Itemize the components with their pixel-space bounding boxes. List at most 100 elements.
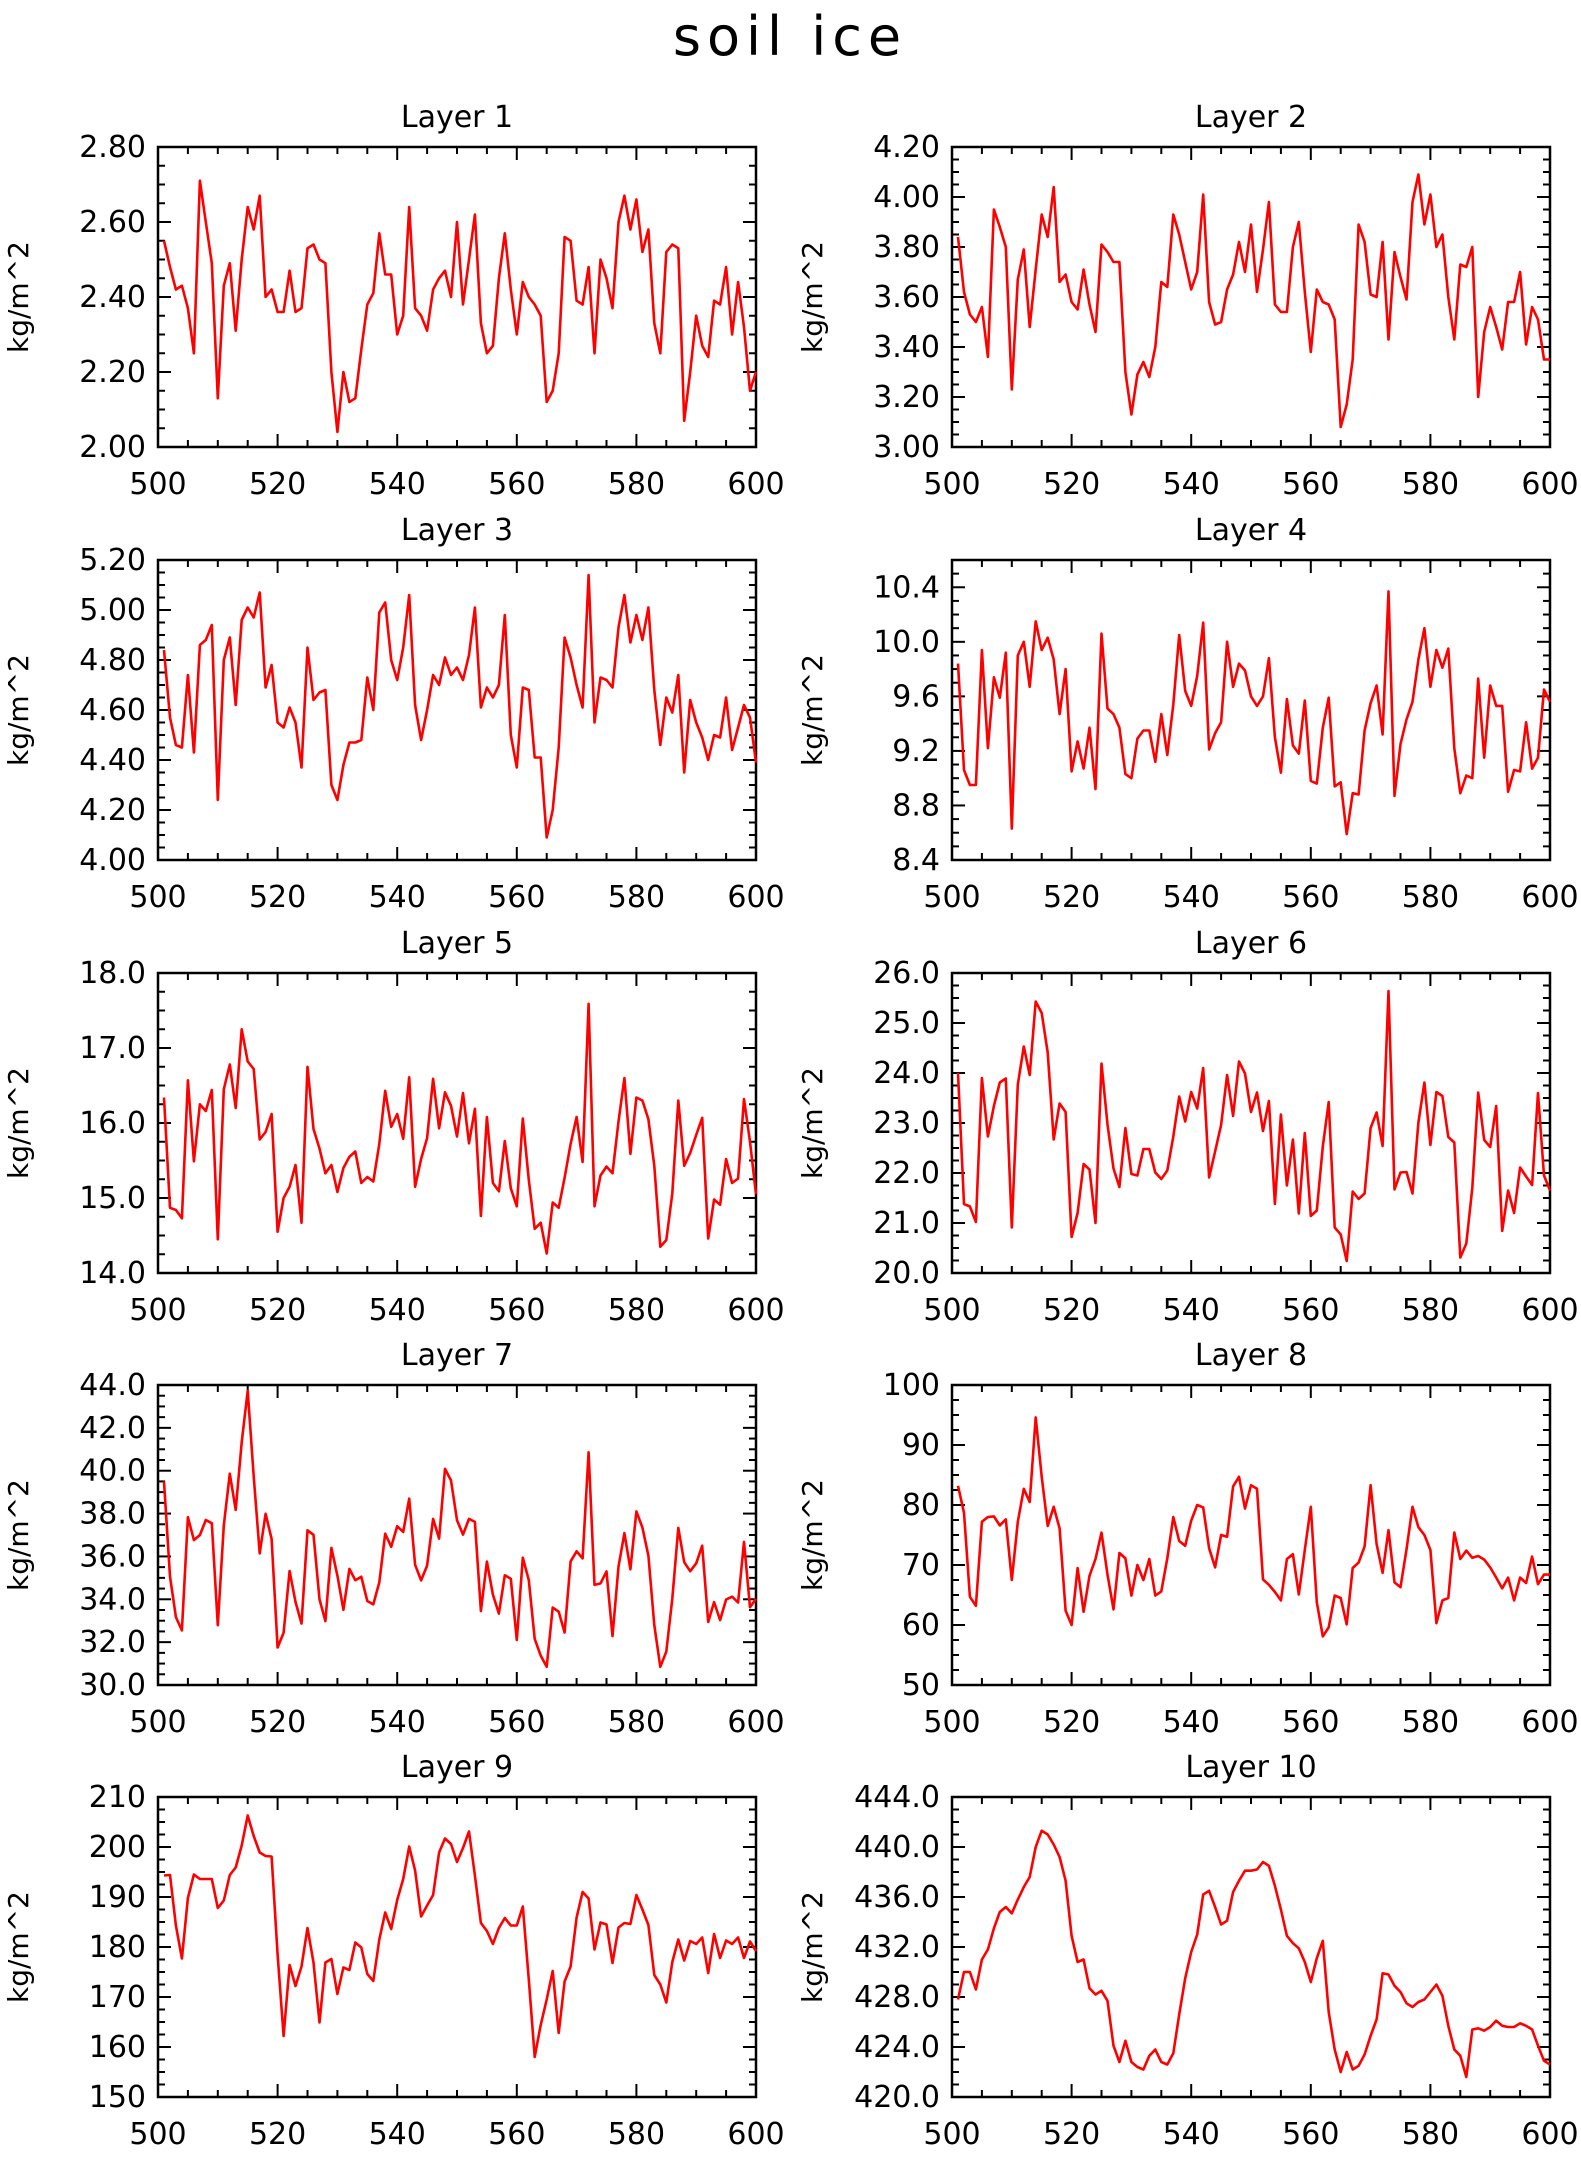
chart-panel-5: Layer 5 kg/m^2 500 520 540 560 580 600 14.0 15.0 1… xyxy=(2,926,785,1328)
x-tick-label: 580 xyxy=(1402,880,1459,915)
series-line xyxy=(956,590,1552,836)
y-tick-label: 10.4 xyxy=(873,570,940,605)
x-tick-label: 540 xyxy=(369,2117,426,2152)
plot-frame xyxy=(950,1383,1552,1687)
panels-group: Layer 1 kg/m^2 500 520 540 560 580 600 2.00 2.20 2… xyxy=(2,100,1579,2152)
series-line xyxy=(956,1829,1551,2079)
y-tick-label: 15.0 xyxy=(79,1181,146,1216)
y-tick-label: 190 xyxy=(89,1880,146,1915)
y-tick-label: 150 xyxy=(89,2080,146,2115)
x-tick-label: 600 xyxy=(1521,1293,1578,1328)
y-tick-label: 5.20 xyxy=(79,543,146,578)
x-tick-label: 540 xyxy=(1163,1705,1220,1740)
panel-title: Layer 10 xyxy=(1185,1750,1316,1785)
x-tick-label: 500 xyxy=(129,1293,186,1328)
y-tick-label: 24.0 xyxy=(873,1056,940,1091)
series-line xyxy=(956,989,1552,1263)
x-tick-label: 600 xyxy=(1521,880,1578,915)
plot-frame xyxy=(950,971,1552,1275)
y-tick-label: 428.0 xyxy=(854,1980,940,2015)
y-tick-label: 3.80 xyxy=(873,230,940,265)
y-tick-label: 4.40 xyxy=(79,743,146,778)
x-tick-label: 520 xyxy=(1043,467,1100,502)
x-tick-label: 600 xyxy=(727,1705,784,1740)
y-axis-label: kg/m^2 xyxy=(796,241,829,353)
y-tick-label: 4.20 xyxy=(873,130,940,165)
y-tick-label: 4.80 xyxy=(79,643,146,678)
series-line xyxy=(956,1416,1550,1638)
x-tick-label: 500 xyxy=(923,2117,980,2152)
x-tick-label: 520 xyxy=(249,2117,306,2152)
y-tick-label: 90 xyxy=(902,1428,940,1463)
y-tick-label: 4.20 xyxy=(79,793,146,828)
plot-frame xyxy=(156,145,758,449)
x-tick-label: 500 xyxy=(129,2117,186,2152)
y-axis-label: kg/m^2 xyxy=(796,654,829,766)
y-tick-label: 5.00 xyxy=(79,593,146,628)
y-tick-label: 2.20 xyxy=(79,355,146,390)
y-axis-label: kg/m^2 xyxy=(2,1479,35,1591)
y-tick-label: 32.0 xyxy=(79,1625,146,1660)
chart-panel-4: Layer 4 kg/m^2 500 520 540 560 580 600 8.4 8.8 9.2… xyxy=(796,513,1579,915)
x-tick-label: 500 xyxy=(129,467,186,502)
y-tick-label: 4.00 xyxy=(873,180,940,215)
x-tick-label: 500 xyxy=(923,1293,980,1328)
y-tick-label: 22.0 xyxy=(873,1156,940,1191)
x-tick-label: 600 xyxy=(727,880,784,915)
chart-panel-10: Layer 10 kg/m^2 500 520 540 560 580 600 420.0 424… xyxy=(796,1750,1579,2152)
x-tick-label: 520 xyxy=(1043,2117,1100,2152)
y-tick-label: 4.00 xyxy=(79,843,146,878)
plot-frame xyxy=(156,1383,758,1687)
x-tick-label: 540 xyxy=(369,1705,426,1740)
y-tick-label: 50 xyxy=(902,1668,940,1703)
x-tick-label: 540 xyxy=(369,880,426,915)
x-tick-label: 520 xyxy=(249,880,306,915)
y-tick-label: 8.8 xyxy=(892,788,940,823)
series-line xyxy=(956,173,1550,429)
y-tick-label: 2.00 xyxy=(79,430,146,465)
y-tick-label: 34.0 xyxy=(79,1582,146,1617)
x-tick-label: 520 xyxy=(249,1705,306,1740)
y-tick-label: 3.20 xyxy=(873,380,940,415)
x-tick-label: 560 xyxy=(488,1705,545,1740)
x-tick-label: 540 xyxy=(1163,880,1220,915)
series-line xyxy=(162,573,758,839)
panel-title: Layer 1 xyxy=(401,100,513,135)
series-line xyxy=(162,1389,758,1669)
y-tick-label: 432.0 xyxy=(854,1930,940,1965)
y-tick-label: 9.6 xyxy=(892,679,940,714)
x-tick-label: 600 xyxy=(727,2117,784,2152)
y-tick-label: 23.0 xyxy=(873,1106,940,1141)
y-tick-label: 80 xyxy=(902,1488,940,1523)
y-tick-label: 26.0 xyxy=(873,956,940,991)
panel-title: Layer 5 xyxy=(401,926,513,961)
x-tick-label: 580 xyxy=(1402,2117,1459,2152)
y-tick-label: 3.60 xyxy=(873,280,940,315)
chart-panel-7: Layer 7 kg/m^2 500 520 540 560 580 600 30.0 32.0 3… xyxy=(2,1338,785,1740)
x-tick-label: 500 xyxy=(923,880,980,915)
x-tick-label: 520 xyxy=(249,1293,306,1328)
x-tick-label: 560 xyxy=(488,2117,545,2152)
figure-title: soil ice xyxy=(673,5,907,68)
y-tick-label: 70 xyxy=(902,1548,940,1583)
x-tick-label: 520 xyxy=(1043,880,1100,915)
x-tick-label: 540 xyxy=(1163,1293,1220,1328)
y-axis-label: kg/m^2 xyxy=(2,1067,35,1179)
x-tick-label: 580 xyxy=(608,880,665,915)
series-line xyxy=(163,1814,758,2059)
y-tick-label: 440.0 xyxy=(854,1830,940,1865)
chart-panel-6: Layer 6 kg/m^2 500 520 540 560 580 600 20.0 21.0 2… xyxy=(796,926,1579,1328)
chart-panel-3: Layer 3 kg/m^2 500 520 540 560 580 600 4.00 4.20 4… xyxy=(2,513,785,915)
y-tick-label: 3.00 xyxy=(873,430,940,465)
x-tick-label: 600 xyxy=(1521,2117,1578,2152)
panel-title: Layer 6 xyxy=(1195,926,1307,961)
plot-frame xyxy=(156,558,758,862)
chart-panel-8: Layer 8 kg/m^2 500 520 540 560 580 600 50 60 70 80 9… xyxy=(796,1338,1579,1740)
y-tick-label: 4.60 xyxy=(79,693,146,728)
plot-frame xyxy=(950,145,1552,449)
y-tick-label: 14.0 xyxy=(79,1256,146,1291)
y-tick-label: 2.60 xyxy=(79,205,146,240)
x-tick-label: 580 xyxy=(608,2117,665,2152)
y-tick-label: 200 xyxy=(89,1830,146,1865)
y-tick-label: 8.4 xyxy=(892,843,940,878)
